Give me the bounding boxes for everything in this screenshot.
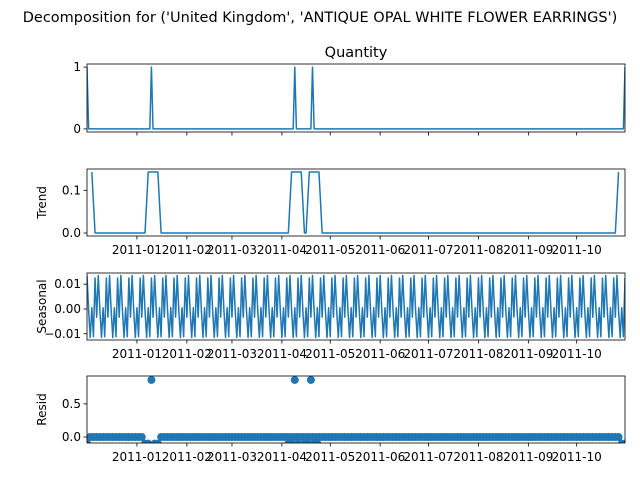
resid-point — [313, 439, 322, 443]
x-tick-label: 2011-08 — [453, 243, 503, 257]
resid-point — [147, 376, 156, 384]
figure-suptitle: Decomposition for ('United Kingdom', 'AN… — [23, 10, 617, 26]
x-tick-label: 2011-01 — [112, 243, 162, 257]
resid-point — [137, 433, 146, 442]
y-tick-label: 0.0 — [62, 430, 81, 444]
resid-point — [306, 376, 315, 384]
x-tick-label: 2011-07 — [403, 243, 453, 257]
x-tick-label: 2011-09 — [503, 347, 553, 361]
y-axis-label: Resid — [35, 393, 49, 425]
plot-area — [87, 376, 625, 443]
series-line — [91, 171, 620, 234]
x-tick-label: 2011-09 — [503, 450, 553, 464]
axes-frame — [86, 375, 626, 444]
x-tick-label: 2011-02 — [162, 450, 212, 464]
subplot-title: Quantity — [325, 45, 388, 61]
resid-point — [144, 439, 153, 443]
resid-point — [303, 439, 312, 443]
y-tick-label: 0.5 — [62, 397, 81, 411]
x-tick-label: 2011-03 — [207, 450, 257, 464]
x-tick-label: 2011-04 — [257, 243, 307, 257]
plot-area — [87, 66, 625, 130]
x-tick-label: 2011-10 — [552, 243, 602, 257]
x-tick-label: 2011-04 — [257, 347, 307, 361]
y-tick-label: 0.1 — [62, 183, 81, 197]
y-tick-label: 1 — [73, 60, 81, 74]
x-tick-label: 2011-06 — [355, 450, 405, 464]
resid-point — [287, 439, 296, 443]
x-tick-label: 2011-06 — [355, 347, 405, 361]
x-tick-label: 2011-05 — [305, 347, 355, 361]
y-axis-label: Seasonal — [35, 279, 49, 333]
x-tick-label: 2011-05 — [305, 450, 355, 464]
series-line — [87, 274, 625, 339]
plot-area — [87, 274, 625, 339]
x-tick-label: 2011-10 — [552, 450, 602, 464]
x-tick-label: 2011-08 — [453, 450, 503, 464]
resid-point — [621, 439, 625, 443]
x-tick-label: 2011-07 — [403, 450, 453, 464]
y-tick-label: 0.01 — [54, 277, 81, 291]
axes-frame — [86, 63, 626, 133]
y-tick-label: 0.00 — [54, 302, 81, 316]
x-tick-label: 2011-09 — [503, 243, 553, 257]
x-tick-label: 2011-03 — [207, 347, 257, 361]
y-axis-label: Trend — [35, 186, 49, 220]
resid-point — [87, 439, 91, 443]
y-tick-label: −0.01 — [44, 327, 81, 341]
axes-frame — [86, 168, 626, 237]
x-tick-label: 2011-03 — [207, 243, 257, 257]
x-tick-label: 2011-02 — [162, 243, 212, 257]
x-tick-label: 2011-01 — [112, 450, 162, 464]
x-tick-label: 2011-10 — [552, 347, 602, 361]
x-tick-label: 2011-07 — [403, 347, 453, 361]
series-line — [87, 66, 625, 130]
x-tick-label: 2011-01 — [112, 347, 162, 361]
resid-point — [614, 433, 623, 442]
x-tick-label: 2011-04 — [257, 450, 307, 464]
x-tick-label: 2011-05 — [305, 243, 355, 257]
plot-area — [91, 171, 620, 234]
x-tick-label: 2011-02 — [162, 347, 212, 361]
y-tick-label: 0.0 — [62, 226, 81, 240]
resid-point — [294, 439, 302, 443]
subplot-0: Quantity 0 1 — [73, 45, 626, 136]
resid-point — [290, 376, 299, 384]
x-tick-label: 2011-06 — [355, 243, 405, 257]
axes-frame — [86, 272, 626, 341]
x-tick-label: 2011-08 — [453, 347, 503, 361]
y-tick-label: 0 — [73, 122, 81, 136]
